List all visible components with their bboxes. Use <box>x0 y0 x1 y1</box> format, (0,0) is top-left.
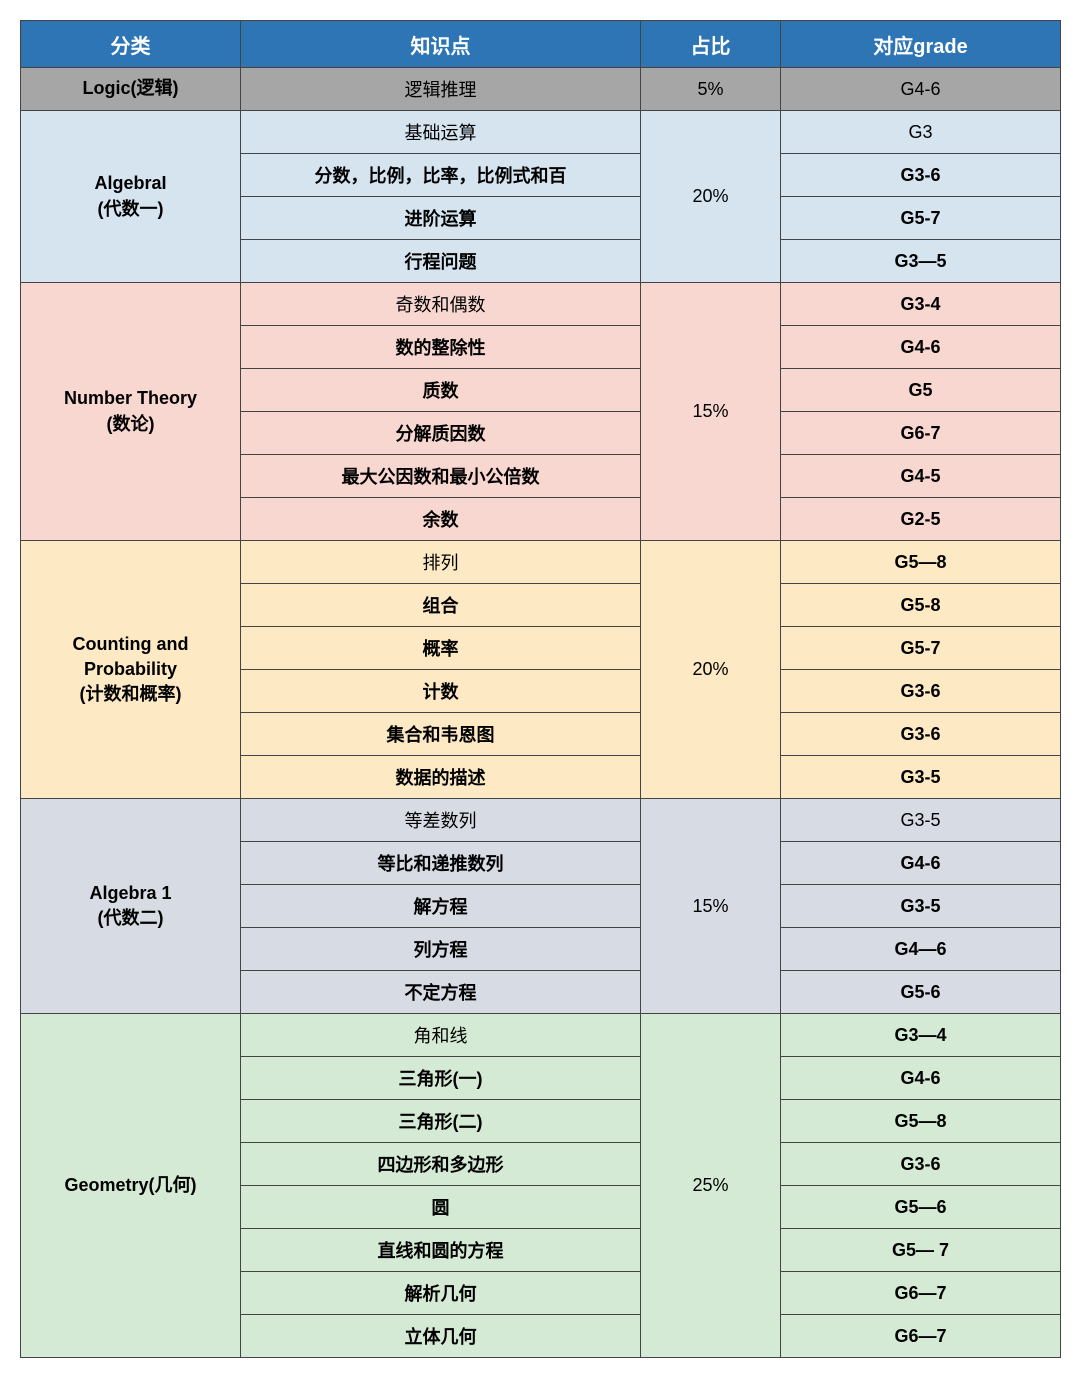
table-row: Algebra 1(代数二)等差数列15%G3-5 <box>21 799 1061 842</box>
topic-cell: 三角形(一) <box>241 1057 641 1100</box>
category-cell: Algebra 1(代数二) <box>21 799 241 1014</box>
grade-cell: G5— 7 <box>781 1229 1061 1272</box>
topic-cell: 等差数列 <box>241 799 641 842</box>
grade-cell: G5—6 <box>781 1186 1061 1229</box>
header-grade: 对应grade <box>781 21 1061 68</box>
grade-cell: G4-6 <box>781 842 1061 885</box>
grade-cell: G6-7 <box>781 412 1061 455</box>
topic-cell: 集合和韦恩图 <box>241 713 641 756</box>
table-row: AlgebraI(代数一)基础运算20%G3 <box>21 111 1061 154</box>
grade-cell: G3-5 <box>781 756 1061 799</box>
curriculum-table: 分类知识点占比对应gradeLogic(逻辑)逻辑推理5%G4-6Algebra… <box>20 20 1061 1358</box>
topic-cell: 分数，比例，比率，比例式和百 <box>241 154 641 197</box>
topic-cell: 奇数和偶数 <box>241 283 641 326</box>
topic-cell: 分解质因数 <box>241 412 641 455</box>
topic-cell: 等比和递推数列 <box>241 842 641 885</box>
topic-cell: 四边形和多边形 <box>241 1143 641 1186</box>
topic-cell: 数的整除性 <box>241 326 641 369</box>
topic-cell: 进阶运算 <box>241 197 641 240</box>
grade-cell: G2-5 <box>781 498 1061 541</box>
percent-cell: 20% <box>641 111 781 283</box>
topic-cell: 余数 <box>241 498 641 541</box>
grade-cell: G4-6 <box>781 1057 1061 1100</box>
topic-cell: 列方程 <box>241 928 641 971</box>
header-row: 分类知识点占比对应grade <box>21 21 1061 68</box>
grade-cell: G3-6 <box>781 154 1061 197</box>
table-row: Counting andProbability(计数和概率)排列20%G5—8 <box>21 541 1061 584</box>
grade-cell: G3-5 <box>781 799 1061 842</box>
topic-cell: 直线和圆的方程 <box>241 1229 641 1272</box>
grade-cell: G6—7 <box>781 1272 1061 1315</box>
category-cell: AlgebraI(代数一) <box>21 111 241 283</box>
topic-cell: 不定方程 <box>241 971 641 1014</box>
category-cell: Geometry(几何) <box>21 1014 241 1358</box>
percent-cell: 5% <box>641 68 781 111</box>
grade-cell: G5 <box>781 369 1061 412</box>
category-cell: Number Theory(数论) <box>21 283 241 541</box>
grade-cell: G5-7 <box>781 627 1061 670</box>
table-row: Number Theory(数论)奇数和偶数15%G3-4 <box>21 283 1061 326</box>
grade-cell: G3-4 <box>781 283 1061 326</box>
grade-cell: G5-7 <box>781 197 1061 240</box>
table-row: Geometry(几何)角和线25%G3—4 <box>21 1014 1061 1057</box>
grade-cell: G5-6 <box>781 971 1061 1014</box>
topic-cell: 逻辑推理 <box>241 68 641 111</box>
percent-cell: 15% <box>641 799 781 1014</box>
topic-cell: 立体几何 <box>241 1315 641 1358</box>
grade-cell: G5—8 <box>781 541 1061 584</box>
grade-cell: G3-5 <box>781 885 1061 928</box>
percent-cell: 15% <box>641 283 781 541</box>
grade-cell: G5-8 <box>781 584 1061 627</box>
topic-cell: 三角形(二) <box>241 1100 641 1143</box>
topic-cell: 组合 <box>241 584 641 627</box>
header-percent: 占比 <box>641 21 781 68</box>
topic-cell: 解析几何 <box>241 1272 641 1315</box>
percent-cell: 20% <box>641 541 781 799</box>
grade-cell: G4-5 <box>781 455 1061 498</box>
percent-cell: 25% <box>641 1014 781 1358</box>
topic-cell: 行程问题 <box>241 240 641 283</box>
grade-cell: G4-6 <box>781 326 1061 369</box>
topic-cell: 最大公因数和最小公倍数 <box>241 455 641 498</box>
grade-cell: G3—5 <box>781 240 1061 283</box>
topic-cell: 解方程 <box>241 885 641 928</box>
grade-cell: G6—7 <box>781 1315 1061 1358</box>
topic-cell: 圆 <box>241 1186 641 1229</box>
topic-cell: 数据的描述 <box>241 756 641 799</box>
grade-cell: G3-6 <box>781 670 1061 713</box>
topic-cell: 质数 <box>241 369 641 412</box>
topic-cell: 基础运算 <box>241 111 641 154</box>
topic-cell: 排列 <box>241 541 641 584</box>
topic-cell: 角和线 <box>241 1014 641 1057</box>
grade-cell: G3-6 <box>781 713 1061 756</box>
table-row: Logic(逻辑)逻辑推理5%G4-6 <box>21 68 1061 111</box>
grade-cell: G4—6 <box>781 928 1061 971</box>
grade-cell: G4-6 <box>781 68 1061 111</box>
header-category: 分类 <box>21 21 241 68</box>
grade-cell: G3—4 <box>781 1014 1061 1057</box>
grade-cell: G3-6 <box>781 1143 1061 1186</box>
grade-cell: G5—8 <box>781 1100 1061 1143</box>
topic-cell: 概率 <box>241 627 641 670</box>
header-topic: 知识点 <box>241 21 641 68</box>
topic-cell: 计数 <box>241 670 641 713</box>
category-cell: Logic(逻辑) <box>21 68 241 111</box>
grade-cell: G3 <box>781 111 1061 154</box>
category-cell: Counting andProbability(计数和概率) <box>21 541 241 799</box>
